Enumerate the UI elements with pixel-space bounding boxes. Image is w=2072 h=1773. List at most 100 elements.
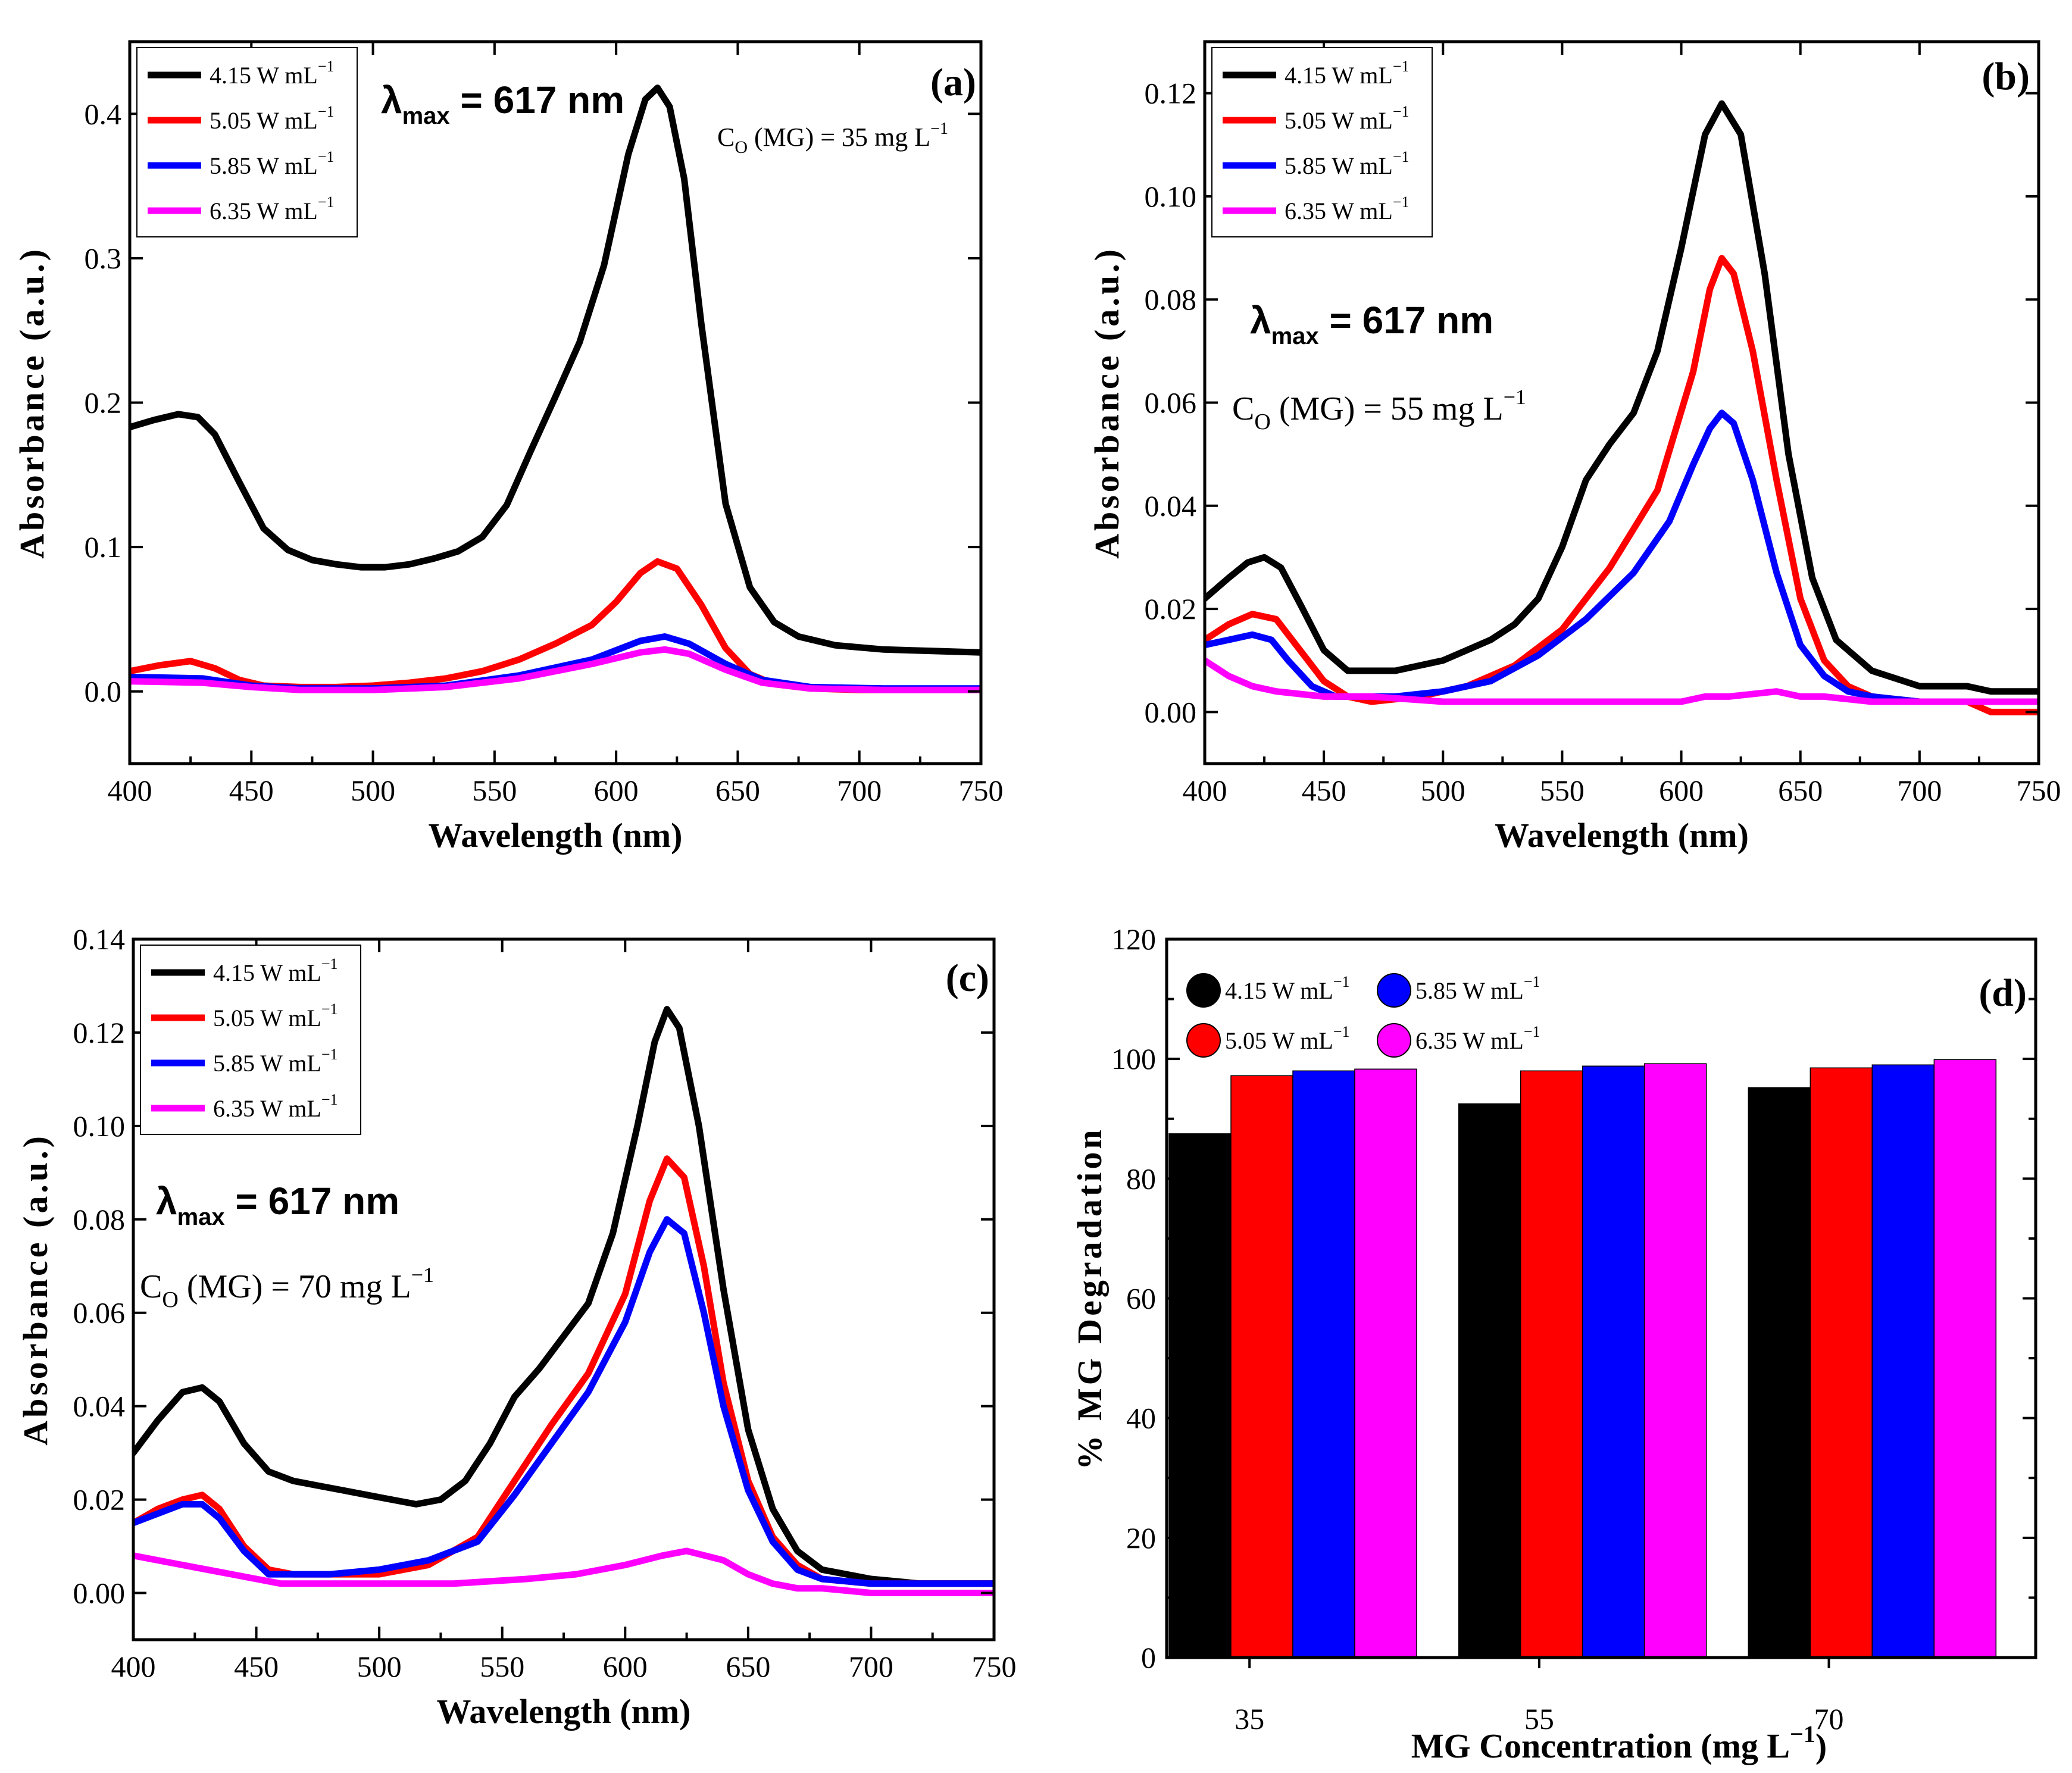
legend-label: 4.15 W mL−1	[1225, 973, 1350, 1004]
bar-70-2	[1871, 1064, 1935, 1658]
legend-label: 5.05 W mL−1	[210, 103, 335, 134]
panel-b: 400 450 500 550 600 650 700 750 0.00 0.02 0.04 0.06…	[1087, 40, 2061, 855]
legend-label-sup: −1	[1393, 103, 1410, 120]
legend-label-text: 4.15 W mL	[210, 62, 318, 89]
lambda-value: = 617 nm	[450, 79, 625, 121]
x-axis-label-close: )	[1815, 1727, 1827, 1765]
x-tick-label: 600	[603, 1650, 648, 1683]
conc-text: (MG) = 70 mg L	[179, 1268, 411, 1305]
x-tick-label: 450	[234, 1650, 279, 1683]
legend-label-text: 6.35 W mL	[210, 198, 318, 224]
legend-label-text: 5.05 W mL	[210, 107, 318, 134]
y-tick-label: 120	[1111, 923, 1156, 956]
x-tick-label: 750	[2017, 774, 2061, 807]
y-tick-label: 80	[1126, 1162, 1156, 1195]
legend-label: 5.05 W mL−1	[1225, 1023, 1350, 1054]
legend-label-text: 5.05 W mL	[1225, 1027, 1333, 1054]
x-category-label: 35	[1235, 1702, 1264, 1736]
legend-label-sup: −1	[1393, 148, 1410, 165]
y-tick-label: 0.08	[1145, 283, 1197, 316]
legend-label-text: 5.85 W mL	[1415, 977, 1524, 1004]
x-tick-label: 500	[351, 774, 395, 807]
series-line-a-0	[130, 85, 981, 656]
concentration-annotation: CO (MG) = 35 mg L−1	[717, 120, 948, 157]
conc-superscript: −1	[930, 120, 948, 138]
bar-35-1	[1230, 1075, 1293, 1658]
panel-a: 400 450 500 550 600 650 700 750 0.0 0.1 0.2 0.3 0.4 W…	[12, 40, 1004, 855]
concentration-annotation: CO (MG) = 55 mg L−1	[1232, 385, 1526, 434]
legend-label: 5.05 W mL−1	[213, 1000, 338, 1031]
series-line-b-0	[1205, 100, 2039, 695]
y-axis-label: Absorbance (a.u.)	[16, 1133, 55, 1446]
legend-box	[140, 945, 361, 1135]
panel-label: (a)	[930, 61, 976, 104]
series-line-c-3	[133, 1547, 994, 1596]
conc-symbol: C	[140, 1268, 162, 1305]
legend-label: 5.85 W mL−1	[210, 148, 335, 179]
legend-label: 4.15 W mL−1	[1285, 58, 1410, 89]
series-line-c-0	[133, 1006, 994, 1587]
lambda-subscript: max	[1271, 323, 1319, 349]
bar-55-2	[1582, 1065, 1645, 1658]
x-tick-label: 400	[108, 774, 152, 807]
series-line-b-3	[1205, 657, 2039, 705]
series-line-c-2	[133, 1216, 994, 1587]
legend-label: 5.85 W mL−1	[1285, 148, 1410, 179]
legend-label: 6.35 W mL−1	[210, 193, 335, 224]
x-tick-label: 600	[1659, 774, 1704, 807]
legend-box	[1211, 47, 1433, 237]
x-axis-label-text: MG Concentration (mg L	[1411, 1727, 1790, 1765]
legend-label-text: 5.05 W mL	[213, 1005, 321, 1031]
y-tick-label: 0.02	[73, 1483, 126, 1516]
x-tick-label: 400	[111, 1650, 156, 1683]
x-axis-label: Wavelength (nm)	[437, 1692, 691, 1731]
legend-label-sup: −1	[1524, 1023, 1540, 1040]
legend-label-text: 5.85 W mL	[213, 1050, 321, 1077]
x-tick-label: 500	[1421, 774, 1465, 807]
lambda-value: = 617 nm	[1319, 299, 1494, 342]
y-tick-label: 0.10	[1145, 180, 1197, 213]
legend-label-sup: −1	[321, 1046, 338, 1063]
y-tick-label: 20	[1126, 1521, 1156, 1555]
y-tick-label: 0.3	[85, 242, 122, 275]
legend-label-sup: −1	[1333, 973, 1350, 990]
x-category-label: 55	[1524, 1702, 1554, 1736]
legend-label-sup: −1	[321, 1091, 338, 1108]
conc-text: (MG) = 35 mg L	[748, 123, 930, 152]
bar-70-1	[1810, 1067, 1873, 1658]
legend-label-sup: −1	[1393, 58, 1410, 75]
conc-superscript: −1	[411, 1263, 434, 1287]
legend-label: 5.85 W mL−1	[213, 1046, 338, 1077]
conc-symbol: C	[1232, 390, 1254, 427]
bar-55-0	[1458, 1103, 1521, 1658]
x-tick-label: 550	[1540, 774, 1585, 807]
lambda-value: = 617 nm	[225, 1180, 400, 1222]
legend-label-text: 5.05 W mL	[1285, 107, 1393, 134]
lambda-symbol: λ	[1250, 299, 1271, 342]
y-tick-label: 0.12	[1145, 77, 1197, 110]
bar-70-3	[1933, 1059, 1997, 1658]
x-category-label: 70	[1814, 1702, 1844, 1736]
legend-label-text: 4.15 W mL	[1285, 62, 1393, 89]
bar-35-0	[1168, 1133, 1232, 1658]
x-axis-label: MG Concentration (mg L−1)	[1411, 1721, 1827, 1765]
x-tick-label: 450	[1302, 774, 1346, 807]
conc-text: (MG) = 55 mg L	[1271, 390, 1504, 427]
bar-35-3	[1354, 1068, 1417, 1658]
lambda-symbol: λ	[381, 79, 402, 121]
legend-swatch	[1186, 1023, 1221, 1058]
panel-label: (c)	[946, 956, 989, 1000]
bar-55-1	[1520, 1070, 1583, 1658]
y-tick-label: 100	[1111, 1042, 1156, 1075]
legend-label-text: 4.15 W mL	[1225, 977, 1333, 1004]
legend-label-sup: −1	[318, 148, 335, 165]
legend-label-sup: −1	[321, 1000, 338, 1018]
concentration-annotation: CO (MG) = 70 mg L−1	[140, 1263, 434, 1312]
x-tick-label: 750	[959, 774, 1004, 807]
conc-subscript: O	[162, 1287, 178, 1312]
y-tick-label: 0.4	[85, 97, 122, 130]
conc-symbol: C	[717, 123, 735, 152]
y-axis-label: % MG Degradation	[1070, 1127, 1109, 1469]
legend-label: 5.05 W mL−1	[1285, 103, 1410, 134]
lambda-max-annotation: λmax = 617 nm	[1250, 299, 1493, 349]
